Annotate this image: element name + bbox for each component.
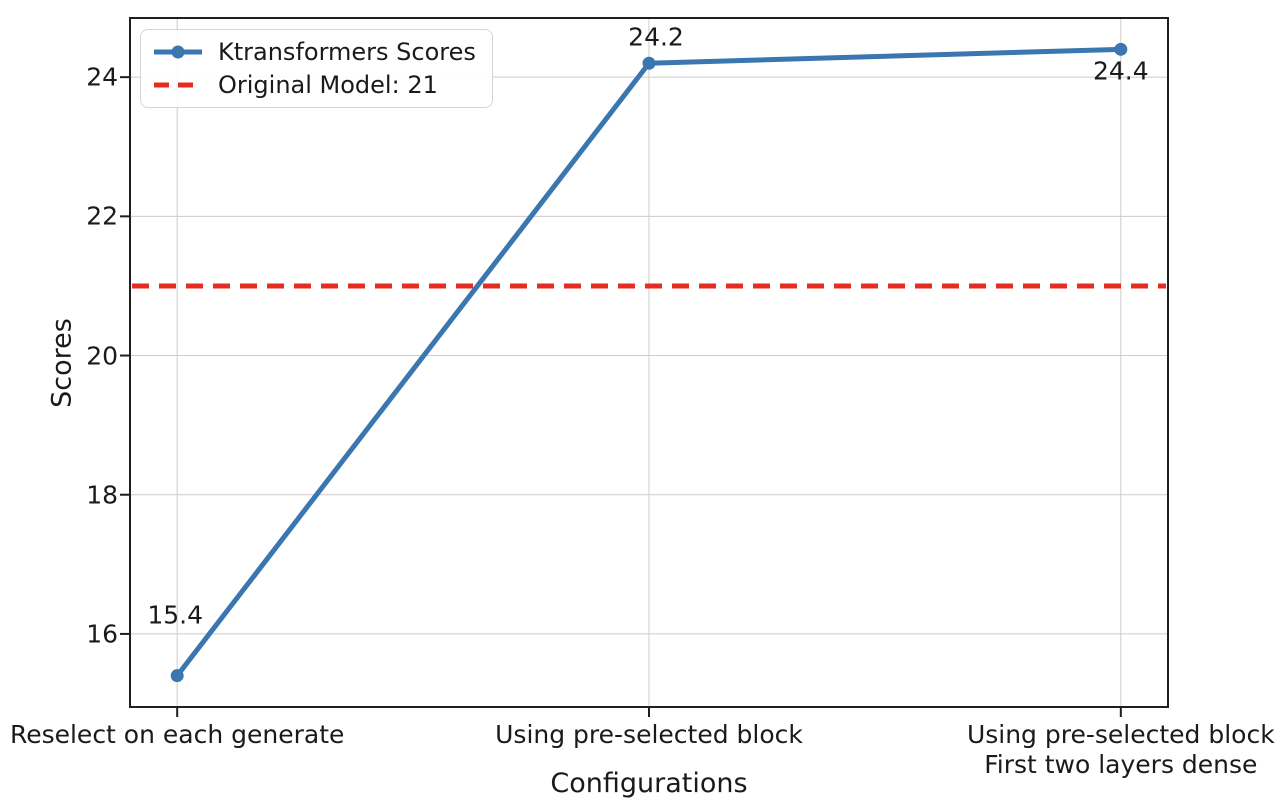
- legend-reference-swatch-icon: [154, 82, 202, 88]
- y-tick-label: 22: [86, 201, 118, 231]
- data-point-marker: [170, 669, 184, 683]
- y-tick-label: 24: [86, 62, 118, 92]
- y-tick-label: 16: [86, 619, 118, 649]
- legend-reference-label: Original Model: 21: [218, 71, 438, 99]
- y-tick-label: 20: [86, 341, 118, 371]
- data-point-marker: [1114, 42, 1128, 56]
- legend-reference: Original Model: 21: [153, 70, 476, 100]
- legend-series-swatch-icon: [154, 45, 202, 59]
- x-tick-label-line: Reselect on each generate: [9, 720, 345, 749]
- x-tick-label: Using pre-selected block First two layers…: [967, 720, 1275, 779]
- x-tick-label-line: Using pre-selected block: [966, 720, 1275, 749]
- data-point-label: 24.4: [1092, 56, 1149, 86]
- data-point-label: 24.2: [628, 22, 684, 52]
- x-tick-label-line: First two layers dense: [984, 749, 1258, 779]
- y-tick-label: 18: [86, 480, 118, 510]
- legend: Ktransformers Scores Original Model: 21: [140, 29, 493, 108]
- legend-series-label: Ktransformers Scores: [218, 38, 476, 66]
- data-point-marker: [642, 56, 656, 70]
- x-axis-label: Configurations: [550, 768, 748, 799]
- data-point-label: 15.4: [147, 600, 204, 630]
- x-tick-label: Using pre-selected block: [495, 720, 803, 750]
- legend-series: Ktransformers Scores: [153, 37, 476, 67]
- x-tick-label-line: Using pre-selected block: [495, 720, 803, 749]
- x-tick-label: Reselect on each generate: [10, 720, 344, 750]
